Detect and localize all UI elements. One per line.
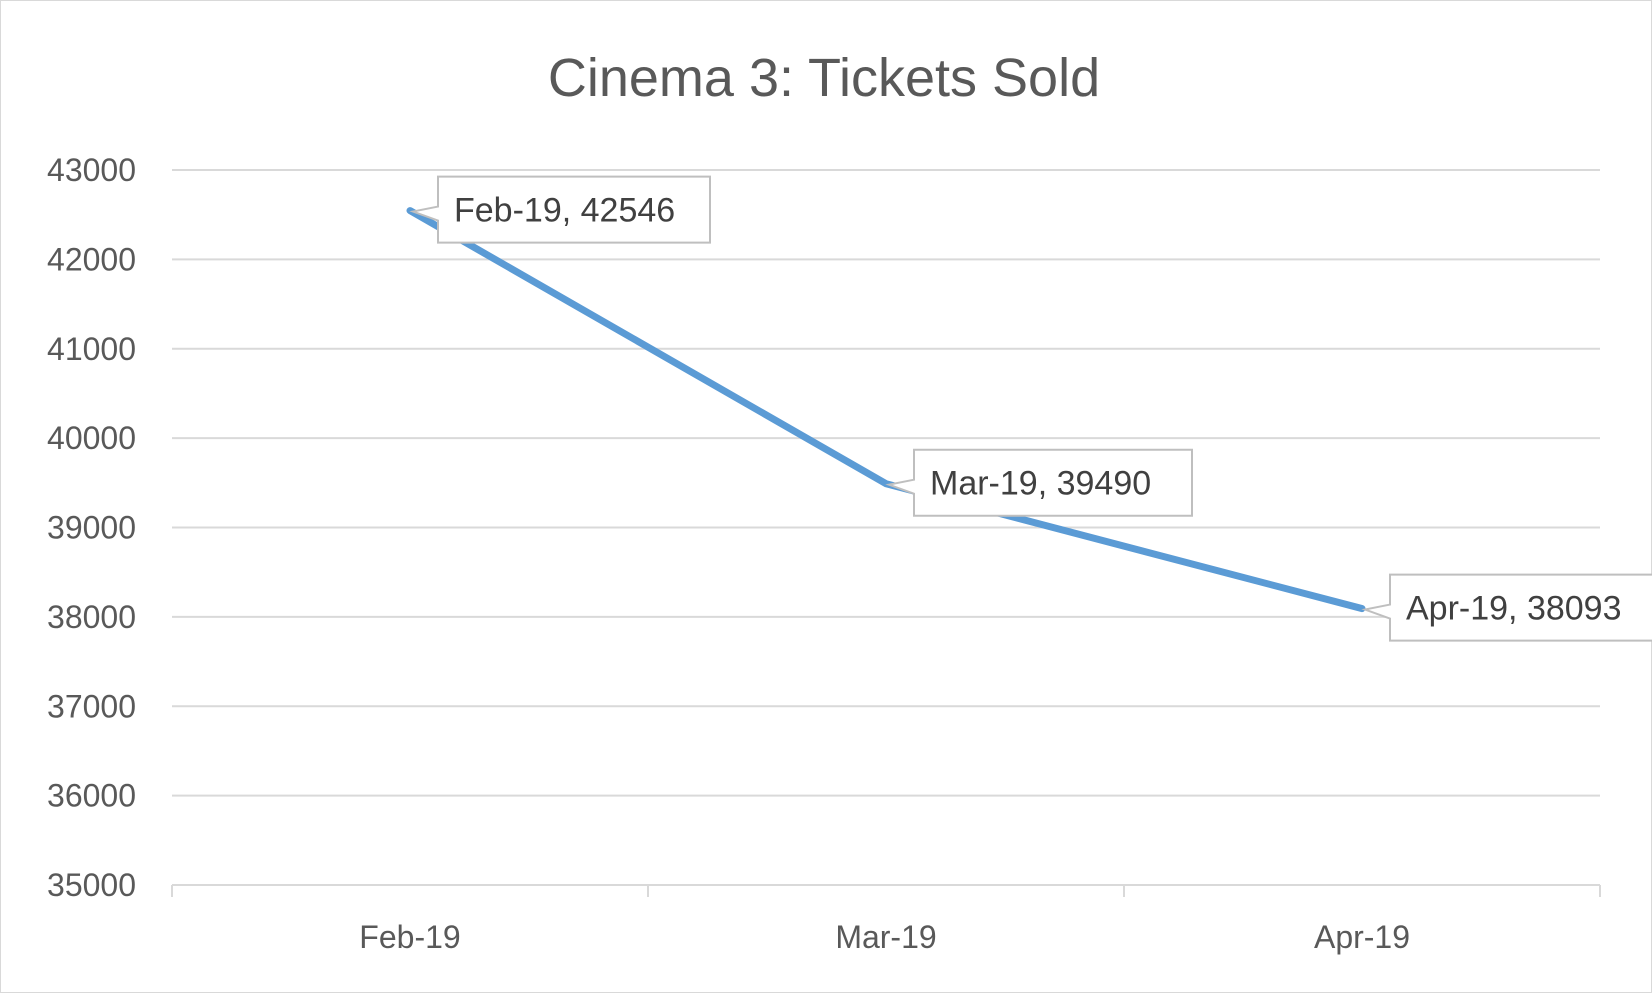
y-tick-label: 39000 [47,510,136,546]
y-tick-label: 41000 [47,331,136,367]
x-axis: Feb-19 Mar-19 Apr-19 [171,884,1601,955]
data-label: Feb-19, 42546 [409,175,711,244]
gridlines [172,169,1600,797]
y-tick-label: 40000 [47,420,136,456]
data-label: Apr-19, 38093 [1361,573,1652,642]
y-tick-label: 35000 [47,867,136,903]
data-label-callout [409,175,711,244]
series-line [406,207,1366,613]
chart-title: Cinema 3: Tickets Sold [548,48,1100,108]
x-tick-label: Apr-19 [1314,919,1410,955]
y-axis: 35000 36000 37000 38000 39000 40000 41000 42000… [47,152,136,903]
data-label-text: Mar-19, 39490 [930,465,1151,503]
y-tick-label: 36000 [47,778,136,814]
x-tick-label: Mar-19 [835,919,936,955]
data-label-callout [885,448,1193,517]
x-tick-label: Feb-19 [359,919,460,955]
data-label-text: Feb-19, 42546 [454,192,675,230]
data-label-text: Apr-19, 38093 [1406,590,1622,628]
series-layer [406,207,1366,613]
data-label: Mar-19, 39490 [885,448,1193,517]
data-label-callout [1361,573,1652,642]
y-tick-label: 43000 [47,152,136,188]
y-tick-label: 38000 [47,599,136,635]
y-tick-label: 42000 [47,241,136,277]
data-labels: Feb-19, 42546 Mar-19, 39490 Apr-19, 38093 [409,175,1652,642]
y-tick-label: 37000 [47,688,136,724]
